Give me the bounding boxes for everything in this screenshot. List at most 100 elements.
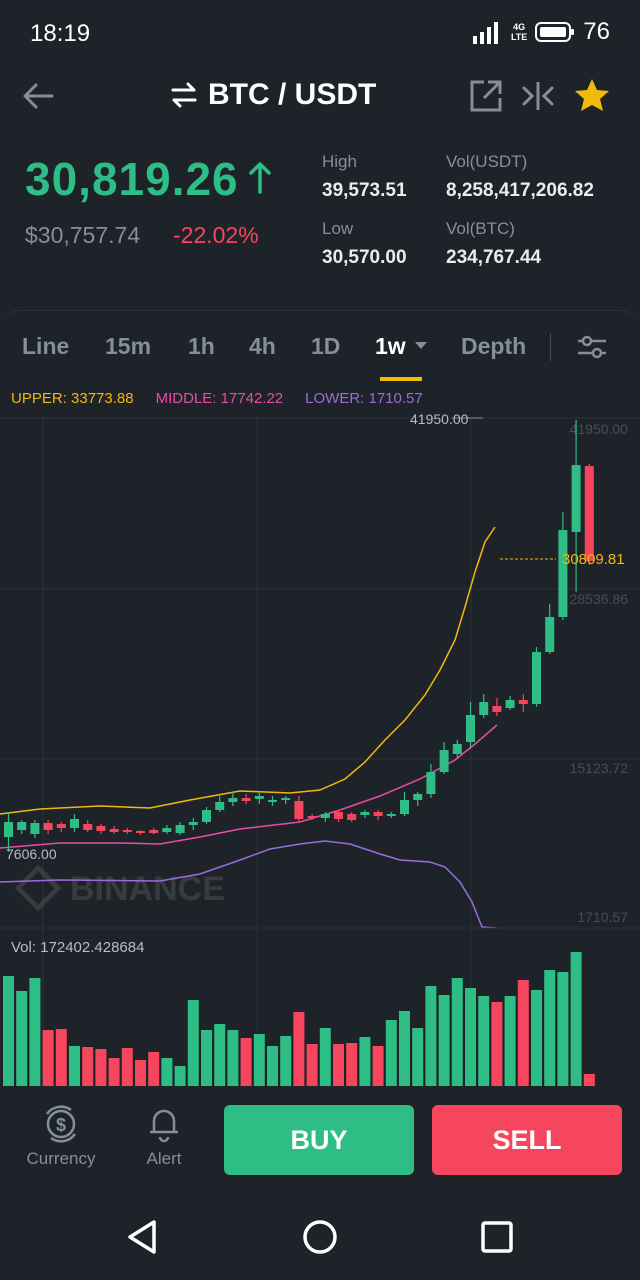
candle-body — [202, 810, 211, 822]
candle-body — [136, 831, 145, 833]
ticker-panel: 30,819.26 $30,757.74 -22.02% High 39,573… — [0, 140, 640, 290]
back-arrow-icon[interactable] — [18, 76, 58, 116]
candle-body — [254, 796, 264, 799]
candle-body — [96, 826, 106, 831]
candle-body — [149, 830, 159, 833]
volume-bar — [372, 1046, 384, 1086]
kline-chart[interactable]: UPPER: 33773.88 MIDDLE: 17742.22 LOWER: … — [0, 382, 640, 1086]
candle-body — [492, 706, 502, 712]
currency-button[interactable]: $ Currency — [22, 1104, 100, 1169]
vol-btc-label: Vol(BTC) — [446, 219, 515, 238]
boll-legend: UPPER: 33773.88 MIDDLE: 17742.22 LOWER: … — [11, 390, 423, 407]
y-axis-label-bottom: 1710.57 — [577, 909, 628, 925]
vol-usdt-label: Vol(USDT) — [446, 152, 528, 171]
candle-body — [413, 794, 423, 800]
candle-body — [70, 819, 79, 828]
volume-bar — [3, 976, 14, 1086]
trade-bar: $ Currency Alert BUY SELL — [0, 1086, 640, 1196]
volume-bar — [504, 996, 516, 1086]
candle-body — [571, 465, 581, 532]
boll-middle-line — [0, 724, 498, 849]
candle-body — [386, 814, 396, 816]
volume-bar — [214, 1024, 226, 1086]
change-percent: -22.02% — [173, 222, 259, 248]
tab-1h[interactable]: 1h — [188, 333, 215, 359]
low-label: Low — [322, 219, 354, 238]
high-label: High — [322, 152, 357, 171]
dropdown-caret-icon[interactable] — [414, 341, 428, 351]
volume-bar — [385, 1020, 397, 1086]
nav-recents-icon[interactable] — [480, 1220, 514, 1254]
min-price-label: 7606.00 — [6, 846, 57, 862]
svg-text:BINANCE: BINANCE — [70, 870, 225, 908]
volume-bar — [16, 991, 28, 1086]
status-time: 18:19 — [30, 20, 91, 47]
volume-bar — [399, 1011, 410, 1086]
candle-body — [584, 466, 594, 561]
tab-1d[interactable]: 1D — [311, 333, 341, 359]
candle-body — [518, 700, 528, 704]
battery-level: 76 — [583, 18, 610, 45]
candle-body — [307, 816, 317, 818]
favorite-star-icon[interactable] — [572, 76, 612, 116]
volume-bar — [29, 978, 41, 1086]
volume-bar — [491, 1002, 503, 1086]
candle-body — [466, 715, 475, 742]
nav-home-icon[interactable] — [301, 1218, 339, 1256]
candle-body — [545, 617, 555, 652]
nav-back-icon[interactable] — [124, 1218, 162, 1256]
volume-bar — [161, 1058, 173, 1086]
candle-body — [334, 812, 343, 819]
volume-bars-group — [3, 952, 595, 1086]
swap-icon — [171, 82, 197, 108]
volume-bar — [121, 1048, 133, 1086]
y-axis-label-3: 15123.72 — [570, 760, 629, 776]
tab-1w[interactable]: 1w — [375, 333, 406, 359]
volume-bar — [359, 1037, 371, 1086]
tab-depth[interactable]: Depth — [461, 333, 527, 359]
tab-divider — [550, 333, 551, 361]
candle-body — [373, 812, 383, 816]
candle-body — [83, 824, 93, 830]
volume-bar — [412, 1028, 424, 1086]
candle-body — [4, 822, 13, 837]
last-price: 30,819.26 — [25, 153, 239, 205]
boll-middle-label: MIDDLE: 17742.22 — [155, 390, 284, 407]
boll-upper-line — [0, 526, 496, 815]
tab-4h[interactable]: 4h — [249, 333, 276, 359]
share-icon[interactable] — [466, 76, 506, 116]
alert-label: Alert — [146, 1149, 182, 1168]
candle-body — [558, 530, 568, 617]
binance-watermark: BINANCE — [14, 864, 225, 912]
volume-bar — [187, 1000, 199, 1086]
pair-selector[interactable]: BTC / USDT — [170, 78, 376, 112]
compare-icon[interactable] — [518, 76, 558, 116]
boll-lower-label: LOWER: 1710.57 — [305, 390, 423, 407]
sell-button[interactable]: SELL — [432, 1105, 622, 1175]
volume-bar — [531, 990, 542, 1086]
volume-bar — [438, 995, 450, 1086]
volume-label: Vol: 172402.428684 — [11, 939, 144, 956]
candle-body — [122, 830, 132, 832]
volume-bar — [135, 1060, 146, 1086]
buy-button[interactable]: BUY — [224, 1105, 414, 1175]
chart-grid — [0, 417, 640, 1086]
max-price-label: 41950.00 — [410, 411, 469, 427]
candle-body — [175, 825, 185, 833]
current-price-label: 30809.81 — [562, 551, 625, 568]
candle-body — [347, 814, 357, 820]
high-value: 39,573.51 — [322, 180, 407, 201]
volume-bar — [267, 1046, 278, 1086]
candle-body — [43, 823, 53, 830]
tab-15m[interactable]: 15m — [105, 333, 152, 359]
volume-bar — [95, 1049, 107, 1086]
alert-button[interactable]: Alert — [136, 1104, 192, 1169]
volume-bar — [570, 952, 582, 1086]
candle-body — [17, 822, 27, 830]
tab-line[interactable]: Line — [22, 333, 70, 359]
y-axis-label-top: 41950.00 — [570, 421, 629, 437]
chart-settings-icon[interactable] — [576, 333, 608, 361]
active-tab-indicator — [380, 377, 422, 381]
battery-icon — [535, 22, 575, 42]
currency-exchange-icon: $ — [45, 1105, 77, 1143]
